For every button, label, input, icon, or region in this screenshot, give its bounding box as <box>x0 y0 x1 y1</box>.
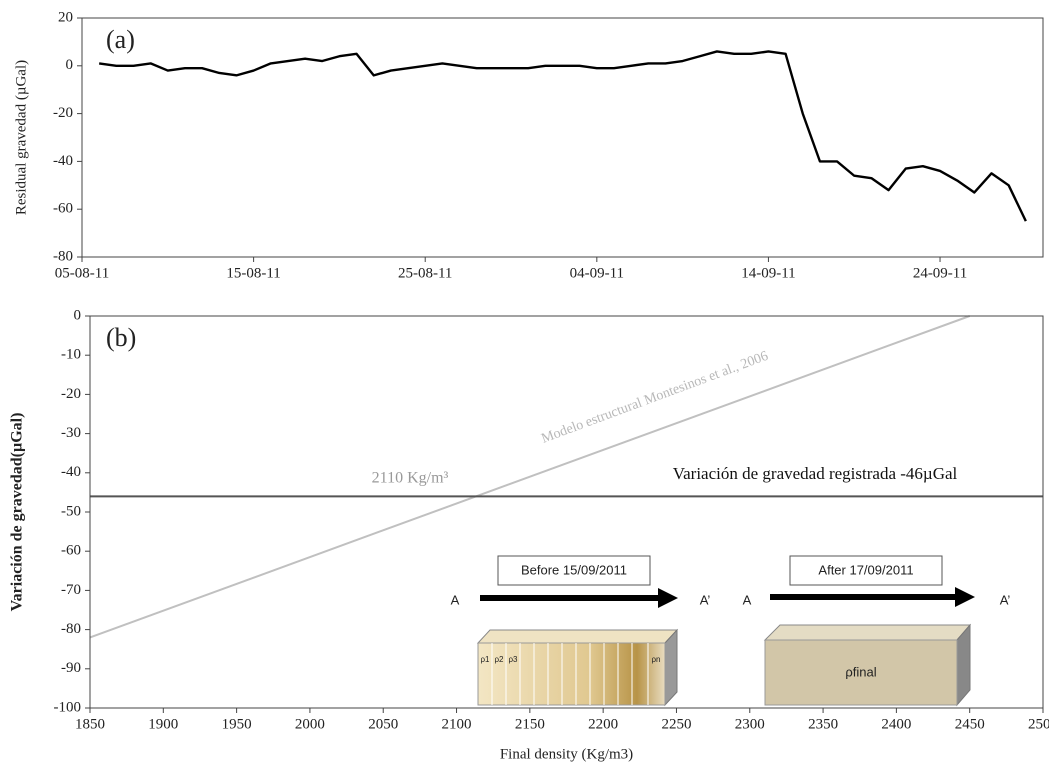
rho-label: ρ3 <box>509 655 519 664</box>
y-tick-label: 0 <box>66 57 74 73</box>
x-tick-label: 24-09-11 <box>913 265 967 281</box>
x-tick-label: 1950 <box>222 716 252 732</box>
x-tick-label: 1900 <box>148 716 178 732</box>
data-line <box>98 50 1027 222</box>
rho-label: ρn <box>652 655 661 664</box>
a-prime-label: A’ <box>700 592 711 607</box>
y-tick-label: -60 <box>53 201 73 217</box>
y-tick-label: -70 <box>61 582 81 598</box>
block-top <box>476 629 679 644</box>
x-tick-label: 2400 <box>881 716 911 732</box>
x-tick-label: 2450 <box>955 716 985 732</box>
x-tick-label: 1850 <box>75 716 105 732</box>
plot-frame <box>81 17 1044 258</box>
block-side <box>664 628 678 707</box>
diagram-before: Before 15/09/2011 A A’ ρ1 ρ2 ρ3 ρn <box>451 555 711 707</box>
y-tick-label: -50 <box>61 503 81 519</box>
y-tick-label: -80 <box>61 621 81 637</box>
y-axis-label: Variación de gravedad(µGal) <box>9 413 26 612</box>
panel-label: (a) <box>106 25 135 54</box>
block-slices <box>491 643 649 705</box>
after-label: After 17/09/2011 <box>818 562 913 577</box>
label-box <box>497 555 651 586</box>
x-tick-label: 14-09-11 <box>741 265 795 281</box>
x-tick-label: 2150 <box>515 716 545 732</box>
x-tick-label: 04-09-11 <box>570 265 624 281</box>
x-tick-label: 2100 <box>442 716 472 732</box>
y-tick-label: -100 <box>54 699 82 715</box>
rho-label: ρ2 <box>495 655 505 664</box>
panel-label: (b) <box>106 323 136 352</box>
rho-final: ρfinal <box>845 664 876 679</box>
x-tick-label: 2300 <box>735 716 765 732</box>
label-box <box>789 555 943 586</box>
x-tick-label: 2500 <box>1028 716 1049 732</box>
y-tick-label: -30 <box>61 425 81 441</box>
data-line <box>89 315 971 639</box>
y-tick-label: -10 <box>61 347 81 363</box>
y-tick-label: -20 <box>53 105 73 121</box>
y-tick-label: -60 <box>61 543 81 559</box>
y-tick-label: -80 <box>53 248 73 264</box>
block-front <box>764 639 958 706</box>
y-tick-label: 0 <box>74 307 82 323</box>
x-tick-label: 2050 <box>368 716 398 732</box>
y-tick-label: 20 <box>58 9 73 25</box>
y-tick-label: -40 <box>61 464 81 480</box>
y-tick-label: -40 <box>53 153 73 169</box>
x-tick-label: 2200 <box>588 716 618 732</box>
x-tick-label: 2250 <box>661 716 691 732</box>
x-tick-label: 2350 <box>808 716 838 732</box>
block-top <box>763 624 972 641</box>
y-tick-label: -90 <box>61 660 81 676</box>
x-tick-label: 25-08-11 <box>398 265 452 281</box>
annotation: 2110 Kg/m³ <box>372 470 449 487</box>
block-side <box>956 623 971 707</box>
diagram-after: After 17/09/2011 A A’ ρfinal <box>743 555 1011 707</box>
a-label: A <box>451 592 460 607</box>
x-tick-label: 15-08-11 <box>226 265 280 281</box>
y-tick-label: -20 <box>61 386 81 402</box>
block-front <box>477 642 666 706</box>
before-label: Before 15/09/2011 <box>521 562 627 577</box>
a-prime-label: A’ <box>1000 592 1011 607</box>
x-tick-label: 05-08-11 <box>55 265 109 281</box>
x-tick-label: 2000 <box>295 716 325 732</box>
annotation: Variación de gravedad registrada -46µGal <box>673 464 958 483</box>
arrow-head <box>658 588 678 608</box>
y-axis-label: Residual gravedad (µGal) <box>13 60 29 215</box>
rho-label: ρ1 <box>481 655 491 664</box>
arrow-head <box>955 587 975 607</box>
x-axis-label: Final density (Kg/m3) <box>500 746 633 762</box>
a-label: A <box>743 592 752 607</box>
